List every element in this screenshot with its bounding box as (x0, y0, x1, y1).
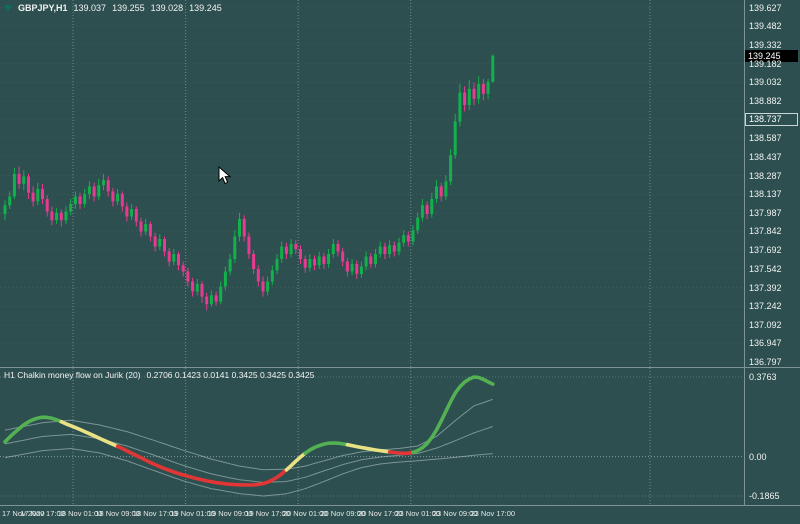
price-axis-label: 137.987 (749, 208, 782, 219)
price-axis-label: 137.692 (749, 245, 782, 255)
time-axis-label: 18 Nov 09:00 (95, 509, 140, 518)
time-axis-label: 20 Nov 01:00 (282, 509, 328, 518)
mouse-cursor-icon (218, 166, 232, 185)
time-axis-label: 23 Nov 09:00 (432, 509, 478, 518)
price-axis-label: 139.182 (749, 58, 782, 69)
price-axis-label: 139.482 (749, 21, 782, 31)
high-value: 139.255 (112, 3, 145, 13)
pane-divider[interactable] (0, 367, 800, 368)
price-axis-label: 137.392 (749, 282, 782, 293)
price-axis-label: 138.137 (749, 189, 782, 200)
time-axis-label: 17 Nov 17:00 (20, 509, 65, 518)
axis-divider (0, 505, 800, 506)
main-price-chart[interactable] (0, 0, 744, 367)
ohlc-readout: GBPJPY,H1 139.037 139.255 139.028 139.24… (4, 3, 222, 13)
indicator-name: H1 Chalkin money flow on Jurik (20) (4, 370, 141, 380)
price-axis-label: 139.627 (749, 2, 782, 13)
price-axis-label: 139.332 (749, 39, 782, 50)
candles (3, 54, 495, 311)
symbol-marker-icon (4, 4, 12, 12)
price-axis-label: 136.797 (749, 357, 782, 367)
time-axis-label: 18 Nov 01:00 (57, 509, 103, 518)
price-axis-label: 136.947 (749, 338, 782, 349)
indicator-axis-label: 0.00 (749, 451, 767, 462)
indicator-axis-label: -0.1865 (749, 491, 780, 501)
price-axis-label: 138.882 (749, 96, 782, 107)
indicator-label: H1 Chalkin money flow on Jurik (20) 0.27… (4, 370, 314, 380)
price-grid (0, 0, 744, 367)
price-axis-label: 137.542 (749, 263, 782, 274)
price-axis-label: 138.287 (749, 170, 782, 181)
price-axis-label: 139.032 (749, 77, 782, 88)
open-value: 139.037 (73, 3, 107, 13)
time-axis-label: 19 Nov 09:00 (207, 509, 253, 518)
time-axis-label: 19 Nov 17:00 (245, 509, 290, 518)
cmf-indicator-chart[interactable] (0, 368, 744, 505)
price-axis-label: 138.437 (749, 151, 782, 162)
symbol-timeframe-label: GBPJPY,H1 (18, 3, 68, 13)
price-axis-label: 137.842 (749, 226, 782, 237)
price-axis-label: 137.092 (749, 320, 782, 331)
indicator-values: 0.2706 0.1423 0.0141 0.3425 0.3425 0.342… (146, 370, 315, 380)
marked-price-label: 138.737 (745, 112, 798, 126)
price-axis-label: 138.587 (749, 133, 782, 143)
time-axis-label: 19 Nov 01:00 (170, 509, 215, 518)
price-axis[interactable]: 139.245 138.737 139.627 139.482 139.332 139… (745, 0, 800, 524)
price-axis-border (744, 0, 745, 506)
close-value: 139.245 (189, 3, 222, 13)
low-value: 139.028 (150, 3, 184, 13)
time-axis-label: 23 Nov 17:00 (470, 509, 516, 518)
time-axis-label: 20 Nov 09:00 (320, 509, 365, 518)
time-axis[interactable]: 17 Nov 2020 17 Nov 17:00 18 Nov 01:00 18 No… (0, 506, 744, 524)
current-price-label: 139.245 (745, 49, 798, 62)
indicator-axis-label: 0.3763 (749, 372, 777, 382)
time-axis-label: 18 Nov 17:00 (132, 509, 178, 518)
time-axis-label: 23 Nov 01:00 (395, 509, 440, 518)
time-axis-label: 20 Nov 17:00 (357, 509, 403, 518)
time-axis-label: 17 Nov 2020 (2, 509, 45, 518)
price-axis-label: 137.242 (749, 301, 782, 312)
indicator-graphics (0, 368, 744, 505)
